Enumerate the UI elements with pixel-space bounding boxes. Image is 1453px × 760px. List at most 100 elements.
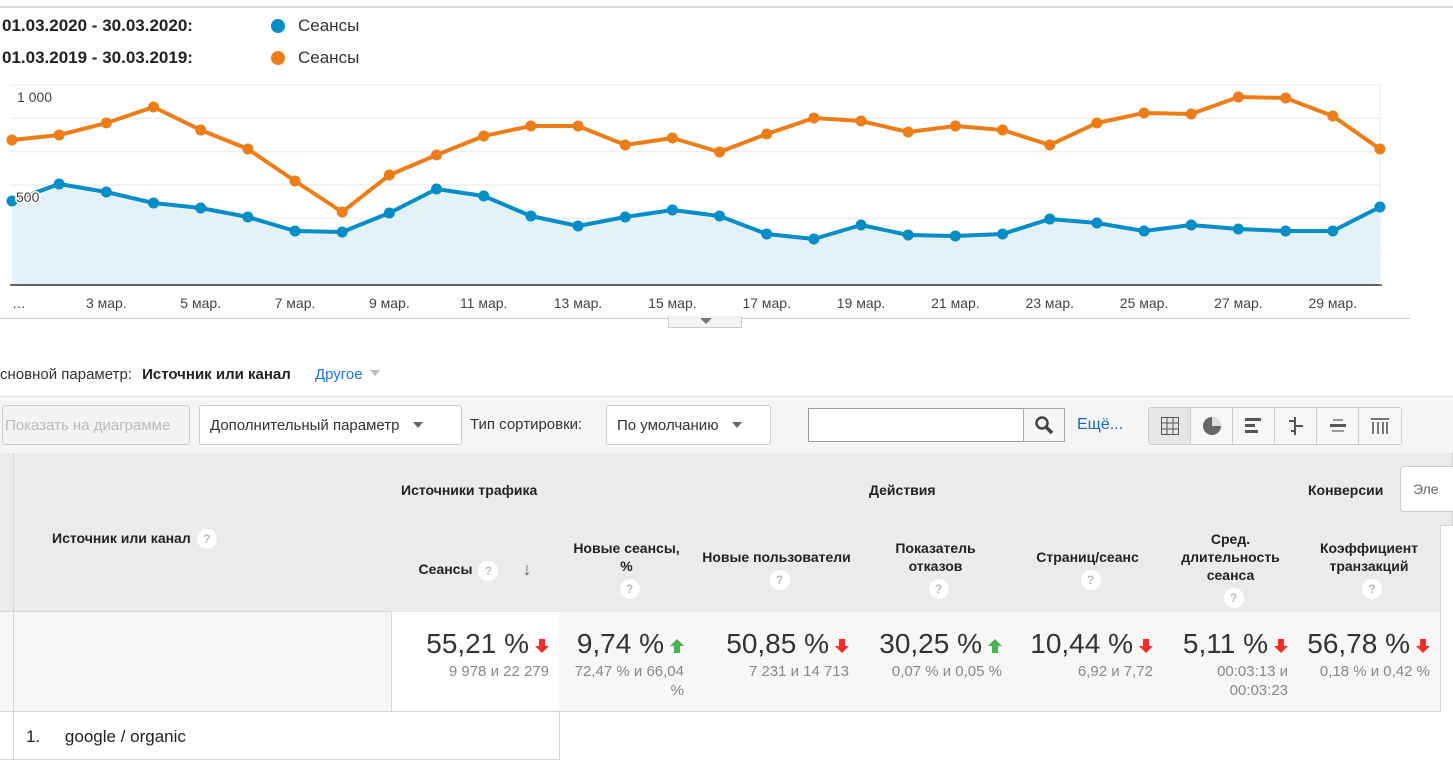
help-icon[interactable]: ?	[1362, 578, 1382, 599]
data-point	[949, 230, 961, 242]
data-point	[714, 210, 726, 222]
x-tick-label: 29 мар.	[1308, 295, 1357, 311]
dimension-header-label: Источник или канал	[52, 530, 191, 546]
term-cloud-view-button[interactable]	[1317, 408, 1359, 444]
data-point	[53, 178, 65, 190]
column-header-label: Сеансы	[418, 560, 473, 577]
collapse-chart-toggle[interactable]	[668, 316, 742, 328]
data-point	[761, 128, 773, 140]
more-link[interactable]: Ещё...	[1077, 416, 1124, 433]
sort-type-dropdown[interactable]: По умолчанию	[606, 405, 771, 445]
column-header[interactable]: Новые пользователи?	[694, 525, 860, 613]
row-select-cell[interactable]	[0, 712, 14, 760]
pivot-view-button[interactable]	[1359, 408, 1401, 444]
totals-value: 9,74 %	[576, 628, 664, 659]
primary-dimension-value[interactable]: Источник или канал	[142, 366, 291, 383]
x-tick-label: …	[12, 295, 26, 311]
data-point	[714, 146, 726, 158]
trend-down-arrow-icon	[835, 638, 849, 653]
performance-view-button[interactable]	[1233, 408, 1275, 444]
data-point	[148, 197, 160, 209]
top-divider	[0, 6, 1453, 8]
group-behavior: Действия	[859, 453, 1299, 526]
column-header[interactable]: Показатель отказов?	[859, 525, 1013, 613]
secondary-dimension-label: Дополнительный параметр	[210, 416, 400, 434]
data-point	[572, 220, 584, 232]
legend-dot-previous	[271, 51, 285, 65]
data-point	[572, 120, 584, 132]
data-point	[100, 117, 112, 129]
help-icon[interactable]: ?	[619, 578, 640, 599]
data-point	[902, 126, 914, 138]
legend-label-previous: Сеансы	[298, 48, 360, 67]
row-source-link[interactable]: google / organic	[64, 727, 186, 746]
plot-rows-button[interactable]: Показать на диаграмме	[2, 405, 190, 445]
data-point	[148, 101, 160, 113]
totals-compare: 72,47 % и 66,04 %	[574, 663, 684, 699]
column-header-label: Сред. длительность сеанса	[1181, 530, 1280, 583]
column-header[interactable]: Новые сеансы, %?	[559, 525, 695, 613]
column-header[interactable]: Страниц/сеанс?	[1012, 525, 1164, 613]
data-point	[902, 229, 914, 241]
secondary-dimension-dropdown[interactable]: Дополнительный параметр	[199, 405, 462, 445]
totals-value: 10,44 %	[1030, 628, 1133, 659]
legend-label-current: Сеансы	[298, 16, 360, 35]
table-row: 1. google / organic	[14, 712, 392, 760]
data-point	[1185, 219, 1197, 231]
column-header-label: Страниц/сеанс	[1036, 548, 1139, 565]
data-point	[1374, 143, 1386, 155]
help-icon[interactable]: ?	[196, 529, 217, 549]
data-point	[1091, 117, 1103, 129]
data-point	[666, 132, 678, 144]
y-tick-label: 500	[16, 189, 40, 205]
totals-compare: 6,92 и 7,72	[1077, 663, 1153, 680]
legend-date-previous: 01.03.2019 - 30.03.2019:	[2, 48, 193, 67]
dimension-column-header[interactable]: Источник или канал?	[14, 453, 392, 612]
totals-value: 30,25 %	[879, 628, 982, 659]
x-tick-label: 9 мар.	[369, 295, 410, 311]
row-sessions-cell	[391, 712, 560, 760]
comparison-view-button[interactable]	[1275, 408, 1317, 444]
series-line	[11, 95, 1382, 214]
data-point	[1091, 217, 1103, 229]
data-point	[336, 206, 348, 218]
column-header[interactable]: Коэффициент транзакций?	[1298, 525, 1441, 613]
data-point	[431, 183, 443, 195]
conversion-goal-select[interactable]: Эле	[1400, 466, 1453, 512]
help-icon[interactable]: ?	[1223, 587, 1244, 608]
help-icon[interactable]: ?	[928, 578, 949, 599]
select-column-header	[0, 453, 14, 612]
data-point	[1327, 225, 1339, 237]
pie-view-button[interactable]	[1191, 408, 1233, 444]
table-search-input[interactable]	[808, 408, 1024, 442]
x-tick-label: 25 мар.	[1120, 295, 1169, 311]
primary-dimension-row: сновной параметр: Источник или канал Дру…	[0, 366, 380, 383]
data-point	[1185, 108, 1197, 120]
sort-descending-icon[interactable]: ↓	[522, 558, 532, 579]
help-icon[interactable]: ?	[769, 569, 790, 590]
help-icon[interactable]: ?	[478, 560, 499, 581]
pivot-icon	[1371, 418, 1389, 434]
data-point	[6, 134, 18, 146]
row-index: 1.	[26, 727, 41, 746]
column-header-label: Показатель отказов	[895, 539, 976, 574]
data-point	[53, 129, 65, 141]
other-dimension-link[interactable]: Другое	[314, 366, 363, 383]
data-point	[997, 124, 1009, 136]
totals-cell: 56,78 % 0,18 % и 0,42 %	[1298, 612, 1441, 712]
search-button[interactable]	[1023, 408, 1065, 442]
sort-type-label: Тип сортировки:	[470, 416, 583, 433]
column-header[interactable]: Сеансы? ↓	[391, 525, 560, 613]
data-point	[525, 120, 537, 132]
x-tick-label: 21 мар.	[931, 295, 980, 311]
column-header[interactable]: Сред. длительность сеанса?	[1163, 525, 1299, 613]
data-point	[6, 195, 18, 207]
help-icon[interactable]: ?	[1080, 569, 1101, 590]
chevron-down-icon	[413, 422, 424, 433]
totals-compare: 00:03:13 и 00:03:23	[1217, 663, 1288, 699]
search-icon	[1035, 416, 1054, 435]
data-point	[666, 204, 678, 216]
table-view-button[interactable]	[1149, 408, 1191, 444]
data-point	[1327, 110, 1339, 122]
chevron-down-icon	[369, 370, 380, 381]
